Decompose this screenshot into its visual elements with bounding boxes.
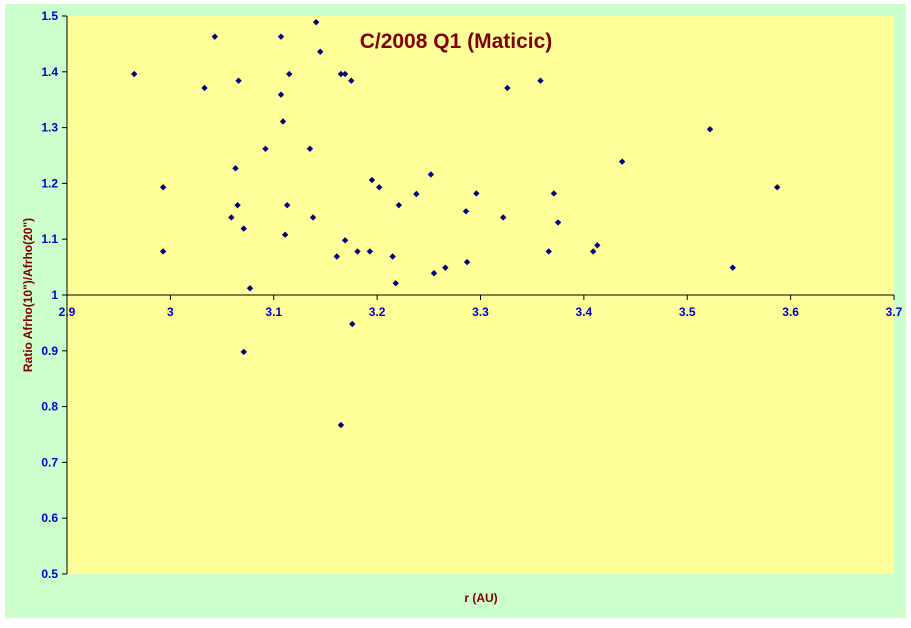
data-point	[389, 253, 396, 260]
x-tick-label: 2.9	[59, 305, 76, 319]
x-tick-label: 3.7	[886, 305, 903, 319]
data-point	[279, 118, 287, 125]
data-point	[706, 126, 714, 133]
data-point	[473, 190, 480, 197]
data-point	[337, 70, 345, 78]
data-point	[504, 84, 511, 92]
y-tick-label: 0.9	[41, 344, 58, 358]
data-point	[430, 270, 438, 277]
y-tick-label: 1	[51, 288, 58, 302]
data-point	[286, 70, 293, 78]
data-point	[554, 219, 562, 226]
data-point	[463, 258, 471, 266]
data-point	[235, 77, 242, 84]
x-axis-label: r (AU)	[464, 591, 497, 605]
y-tick-label: 1.5	[41, 9, 58, 23]
data-point	[427, 171, 435, 178]
x-axis-ticks: 2.9 3 3.1 3.2 3.3 3.4 3.5 3.6 3.7	[59, 295, 903, 319]
chart-title: C/2008 Q1 (Maticic)	[360, 30, 553, 53]
x-tick-label: 3.3	[472, 305, 489, 319]
y-axis-label: Ratio Afrho(10")/Afrho(20")	[21, 218, 35, 372]
data-point	[594, 242, 601, 249]
data-point	[442, 264, 449, 271]
data-point	[392, 280, 399, 287]
data-point	[354, 248, 361, 255]
data-point	[333, 253, 341, 260]
y-tick-label: 0.6	[41, 511, 58, 525]
data-point	[281, 231, 289, 238]
x-tick-label: 3.1	[265, 305, 282, 319]
data-point	[240, 348, 247, 356]
x-tick-label: 3.2	[369, 305, 386, 319]
y-tick-label: 0.5	[41, 567, 58, 581]
data-point	[773, 184, 781, 191]
data-point	[618, 158, 626, 165]
data-point	[537, 77, 544, 84]
data-point	[283, 201, 291, 209]
data-points	[130, 18, 781, 429]
y-tick-label: 0.8	[41, 400, 58, 414]
y-axis-ticks: 0.5 0.6 0.7 0.8 0.9 1 1.1 1.2 1.3 1.4 1.5	[41, 9, 67, 581]
data-point	[211, 33, 219, 40]
x-tick-label: 3	[167, 305, 174, 319]
data-point	[130, 70, 138, 78]
data-point	[159, 184, 167, 191]
data-point	[240, 225, 247, 232]
x-tick-label: 3.4	[576, 305, 593, 319]
y-tick-label: 1.4	[41, 65, 58, 79]
y-tick-label: 1.1	[41, 232, 58, 246]
data-point	[234, 201, 241, 209]
data-point	[277, 33, 285, 40]
data-point	[348, 77, 355, 84]
x-tick-label: 3.6	[782, 305, 799, 319]
data-point	[395, 201, 403, 209]
y-tick-label: 1.2	[41, 176, 58, 190]
data-point	[341, 237, 349, 244]
data-point	[262, 145, 269, 153]
data-point	[375, 184, 383, 191]
data-point	[550, 190, 558, 197]
data-point	[232, 165, 239, 172]
data-point	[309, 214, 317, 221]
data-point	[159, 248, 167, 255]
data-point	[317, 48, 324, 55]
data-point	[337, 421, 345, 429]
y-tick-label: 0.7	[41, 455, 58, 469]
data-point	[462, 208, 470, 215]
data-point	[589, 248, 597, 255]
data-point	[312, 18, 320, 26]
data-point	[306, 145, 314, 153]
data-point	[545, 248, 552, 255]
data-point	[366, 248, 374, 255]
data-point	[413, 190, 420, 198]
data-point	[277, 91, 285, 98]
data-point	[341, 70, 349, 78]
data-point	[349, 320, 356, 328]
data-point	[246, 285, 254, 292]
data-point	[500, 214, 507, 221]
data-point	[368, 176, 376, 184]
data-point	[201, 84, 208, 92]
data-point	[729, 264, 736, 271]
x-tick-label: 3.5	[679, 305, 696, 319]
y-tick-label: 1.3	[41, 121, 58, 135]
data-point	[228, 214, 235, 221]
